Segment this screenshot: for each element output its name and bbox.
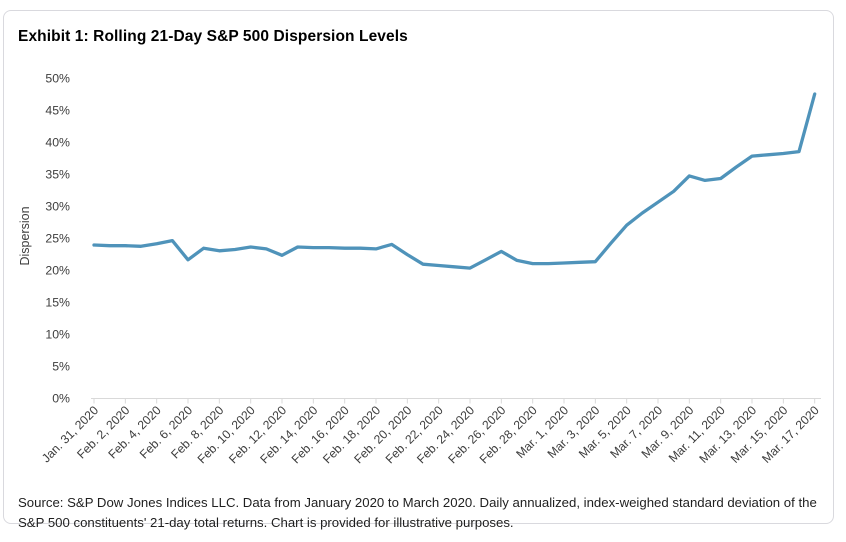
y-axis-tick-label: 35% xyxy=(45,168,70,182)
y-axis-tick-label: 30% xyxy=(45,200,70,214)
source-note: Source: S&P Dow Jones Indices LLC. Data … xyxy=(18,495,817,531)
dispersion-line-chart: 0% 5% 10% 15% 20% 25% 30% 35% 40% 45% 50% Dispersio… xyxy=(18,72,822,467)
chart-title: Exhibit 1: Rolling 21-Day S&P 500 Disper… xyxy=(18,28,408,45)
y-axis-tick-label: 50% xyxy=(45,72,70,86)
y-axis-tick-label: 15% xyxy=(45,296,70,310)
y-axis-tick-label: 40% xyxy=(45,136,70,150)
dispersion-line xyxy=(92,92,817,270)
y-axis-tick-label: 25% xyxy=(45,232,70,246)
y-axis-tick-label: 20% xyxy=(45,264,70,278)
y-axis-tick-label: 5% xyxy=(52,360,70,374)
y-axis-title: Dispersion xyxy=(18,206,32,265)
y-axis-tick-label: 10% xyxy=(45,328,70,342)
y-axis-tick-label: 0% xyxy=(52,392,70,406)
y-axis-tick-label: 45% xyxy=(45,104,70,118)
chart-card: Exhibit 1: Rolling 21-Day S&P 500 Disper… xyxy=(3,10,834,530)
